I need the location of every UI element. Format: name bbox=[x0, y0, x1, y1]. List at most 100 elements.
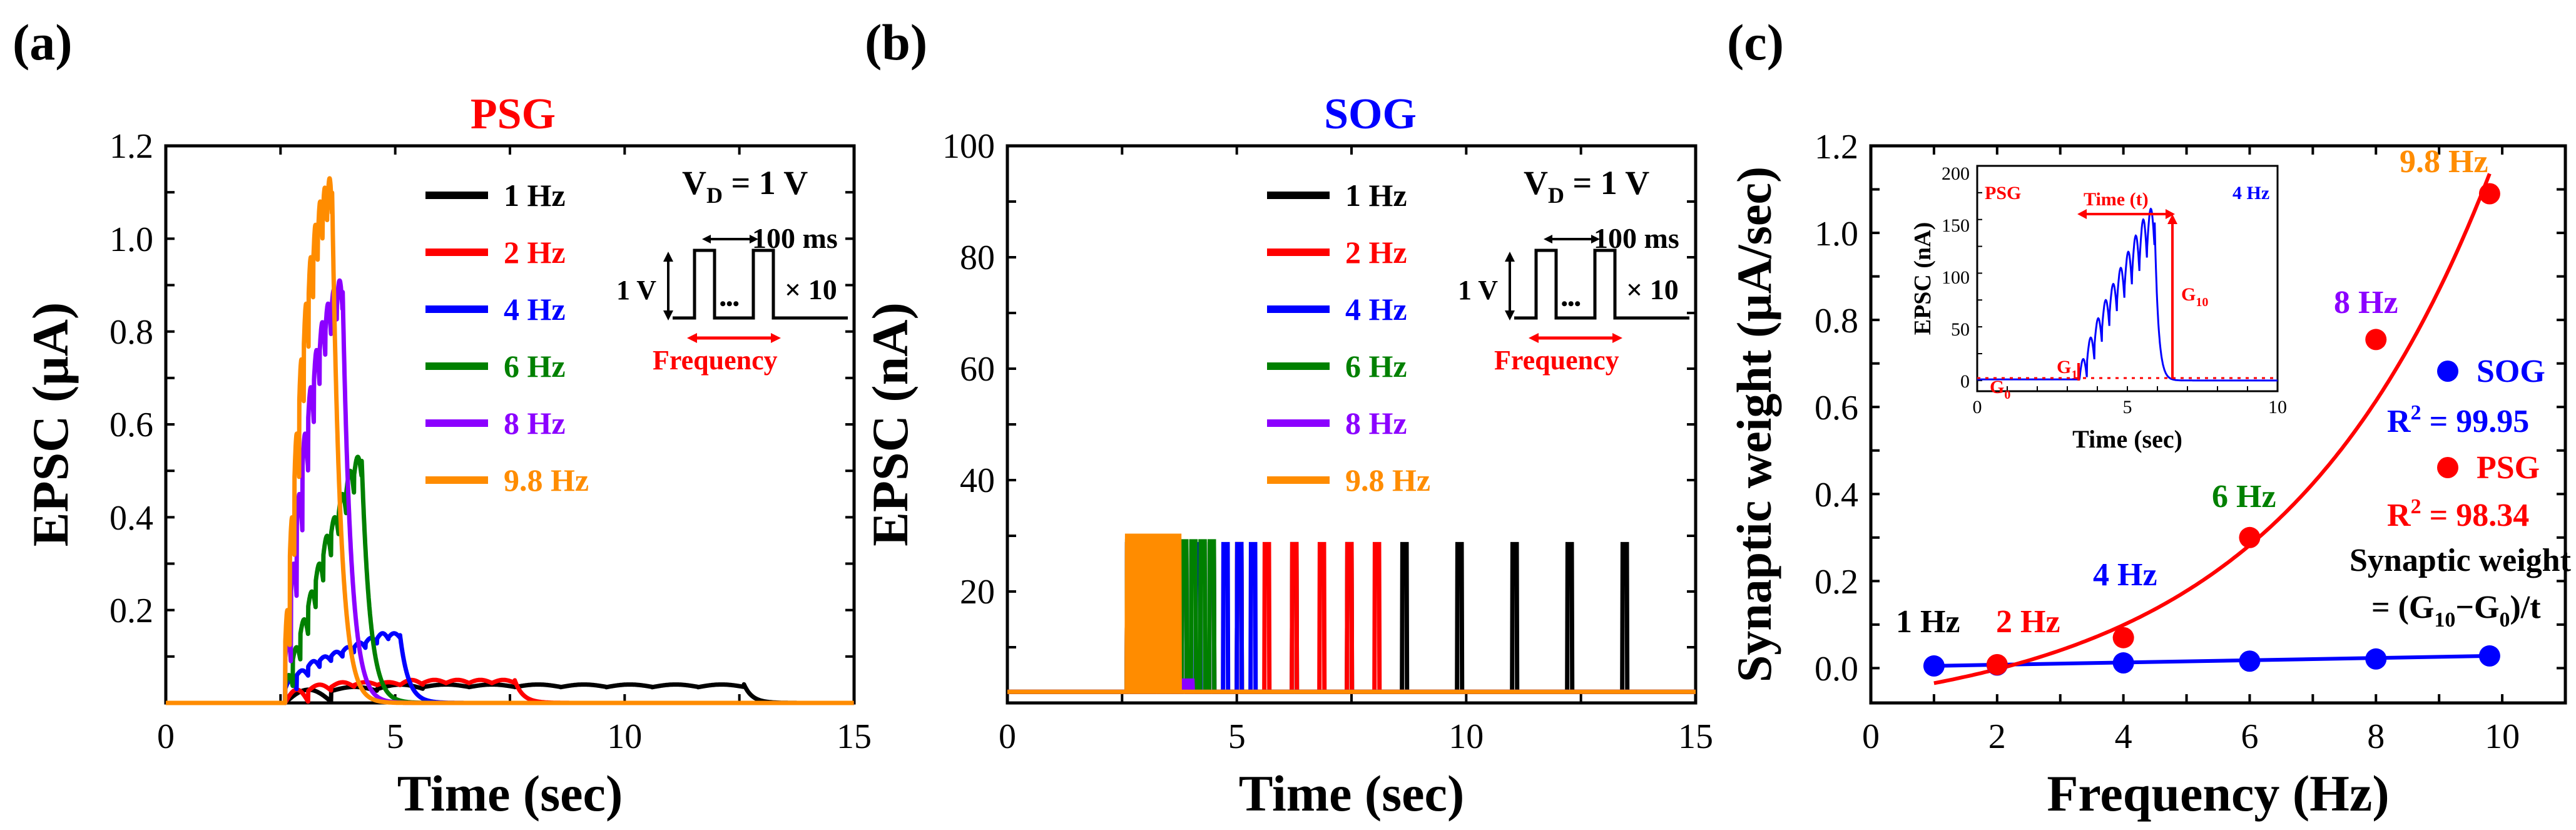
legend-label-1hz: 1 Hz bbox=[504, 178, 566, 213]
panel-c-ticks bbox=[1870, 145, 2567, 703]
xtick-label: 5 bbox=[387, 717, 404, 756]
panel-a-letter: (a) bbox=[13, 14, 73, 71]
psg-r2-text: R2 = 98.34 bbox=[2387, 495, 2529, 533]
point-label-1hz: 1 Hz bbox=[1896, 604, 1960, 640]
xtick-label: 10 bbox=[2485, 717, 2520, 756]
inset-xtick-label: 0 bbox=[1973, 397, 1982, 418]
inset-g0-label: G0 bbox=[1990, 377, 2010, 402]
xtick-label: 10 bbox=[607, 717, 642, 756]
ytick-label: 0.8 bbox=[1815, 302, 1858, 341]
xtick-label: 2 bbox=[1988, 717, 2006, 756]
point-label-8hz: 8 Hz bbox=[2334, 285, 2398, 320]
inset-xtick-labels: 0 5 10 bbox=[1973, 397, 2288, 418]
psg-point bbox=[1986, 653, 2008, 675]
legend-label-6hz: 6 Hz bbox=[504, 349, 566, 384]
legend-label-1hz: 1 Hz bbox=[1345, 178, 1407, 213]
sog-point bbox=[1923, 655, 1945, 677]
panel-c-xlabel: Frequency (Hz) bbox=[2047, 765, 2389, 822]
panel-c-point-labels: 1 Hz 2 Hz 4 Hz 6 Hz 8 Hz 9.8 Hz bbox=[1896, 144, 2488, 640]
inset-ytick-label: 0 bbox=[1960, 371, 1970, 392]
legend-marker-sog bbox=[2437, 361, 2458, 382]
pulse-waveform bbox=[673, 248, 848, 320]
amplitude-arrowhead-down bbox=[1505, 310, 1515, 320]
xtick-label: 0 bbox=[157, 717, 175, 756]
panel-c-inset: 0 5 10 0 50 100 150 200 Time (sec) EPSC … bbox=[1910, 163, 2287, 453]
repeat-label: × 10 bbox=[785, 274, 837, 305]
inset-annotations: PSG 4 Hz Time (t) G10 G1 G0 bbox=[1977, 183, 2278, 402]
frequency-arrowhead-left bbox=[687, 333, 697, 343]
pulse-waveform bbox=[1514, 248, 1689, 320]
inset-trace-4hz bbox=[1977, 207, 2278, 382]
panel-b-traces bbox=[1007, 533, 1696, 694]
panel-a-pulse-diagram: VD = 1 V 1 V ••• 100 ms × 10 Frequency bbox=[616, 164, 848, 376]
period-arrowhead-right bbox=[750, 235, 758, 243]
inset-ytick-label: 100 bbox=[1942, 267, 1970, 288]
sog-point bbox=[2365, 648, 2387, 670]
panel-c-ylabel: Synaptic weight (μA/sec) bbox=[1727, 167, 1781, 682]
ytick-label: 0.2 bbox=[109, 592, 153, 630]
legend-label-9-8hz: 9.8 Hz bbox=[504, 463, 589, 498]
ytick-label: 20 bbox=[960, 573, 995, 612]
panel-a-ticks bbox=[165, 145, 855, 703]
legend-label-8hz: 8 Hz bbox=[504, 406, 566, 441]
panel-c-legend: SOG R2 = 99.95 PSG R2 = 98.34 Synaptic w… bbox=[2349, 354, 2572, 632]
panel-b-pulse-diagram: VD = 1 V 1 V ••• 100 ms × 10 Frequency bbox=[1458, 164, 1689, 376]
ytick-label: 0.4 bbox=[109, 499, 153, 538]
ytick-label: 40 bbox=[960, 461, 995, 500]
psg-fit-curve bbox=[1933, 173, 2492, 685]
inset-ylabel: EPSC (nA) bbox=[1910, 222, 1936, 336]
point-label-2hz: 2 Hz bbox=[1996, 604, 2060, 640]
inset-g1-label: G1 bbox=[2057, 357, 2077, 382]
inset-psg-label: PSG bbox=[1985, 183, 2021, 203]
sog-point bbox=[2239, 650, 2261, 672]
ytick-label: 0.6 bbox=[1815, 389, 1858, 428]
ytick-label: 80 bbox=[960, 238, 995, 277]
ytick-label: 0.4 bbox=[1815, 476, 1858, 515]
frequency-arrowhead-left bbox=[1529, 333, 1539, 343]
panel-a-xtick-labels: 0 5 10 15 bbox=[157, 717, 872, 756]
inset-frame bbox=[1976, 165, 2279, 392]
xtick-label: 6 bbox=[2241, 717, 2259, 756]
period-arrowhead-right bbox=[1591, 235, 1600, 243]
xtick-label: 0 bbox=[1862, 717, 1880, 756]
inset-g10-label: G10 bbox=[2181, 284, 2208, 309]
period-label: 100 ms bbox=[752, 222, 838, 254]
point-label-9-8hz: 9.8 Hz bbox=[2400, 144, 2488, 180]
inset-g10-arrowhead bbox=[2167, 214, 2177, 224]
period-arrowhead-left bbox=[702, 235, 711, 243]
sog-point bbox=[2478, 645, 2500, 667]
panel-c-data-points bbox=[1923, 183, 2500, 677]
amplitude-arrowhead-down bbox=[663, 310, 673, 320]
legend-label-sog: SOG bbox=[2477, 354, 2545, 389]
panel-c-letter: (c) bbox=[1727, 14, 1784, 71]
inset-trace bbox=[1977, 207, 2278, 382]
frequency-label: Frequency bbox=[1494, 345, 1619, 376]
inset-ytick-labels: 0 50 100 150 200 bbox=[1942, 163, 1970, 392]
panel-b-legend: 1 Hz 2 Hz 4 Hz 6 Hz 8 Hz 9.8 Hz bbox=[1267, 178, 1430, 498]
legend-label-6hz: 6 Hz bbox=[1345, 349, 1407, 384]
inset-xtick-label: 5 bbox=[2123, 397, 2132, 418]
inset-xtick-label: 10 bbox=[2268, 397, 2287, 418]
legend-label-2hz: 2 Hz bbox=[1345, 235, 1407, 270]
xtick-label: 8 bbox=[2367, 717, 2385, 756]
frequency-arrowhead-right bbox=[771, 333, 781, 343]
ytick-label: 0.6 bbox=[109, 406, 153, 444]
panel-a-title: PSG bbox=[471, 90, 556, 138]
sog-fit-line bbox=[1933, 653, 2490, 668]
inset-xlabel: Time (sec) bbox=[2072, 425, 2182, 453]
panel-c: (c) 0 2 4 6 8 10 0.0 0.2 0.4 0.6 0.8 1.0… bbox=[1727, 14, 2572, 822]
panel-a-xlabel: Time (sec) bbox=[397, 765, 623, 822]
panel-b-title: SOG bbox=[1324, 90, 1417, 138]
psg-point bbox=[2112, 627, 2134, 648]
psg-point bbox=[2365, 329, 2387, 351]
formula-expression: = (G10−G0)/t bbox=[2371, 590, 2541, 632]
legend-label-2hz: 2 Hz bbox=[504, 235, 566, 270]
vd-label: VD = 1 V bbox=[1524, 164, 1649, 208]
panel-c-xtick-labels: 0 2 4 6 8 10 bbox=[1862, 717, 2520, 756]
panel-b-ticks bbox=[1006, 145, 1697, 703]
point-label-4hz: 4 Hz bbox=[2093, 557, 2157, 593]
panel-b-ylabel: EPSC (nA) bbox=[862, 302, 919, 546]
panel-b: (b) SOG 0 5 10 15 20 40 60 80 100 Time (… bbox=[862, 14, 1713, 822]
panel-c-fit-lines bbox=[1933, 173, 2492, 685]
psg-point bbox=[2239, 526, 2261, 548]
